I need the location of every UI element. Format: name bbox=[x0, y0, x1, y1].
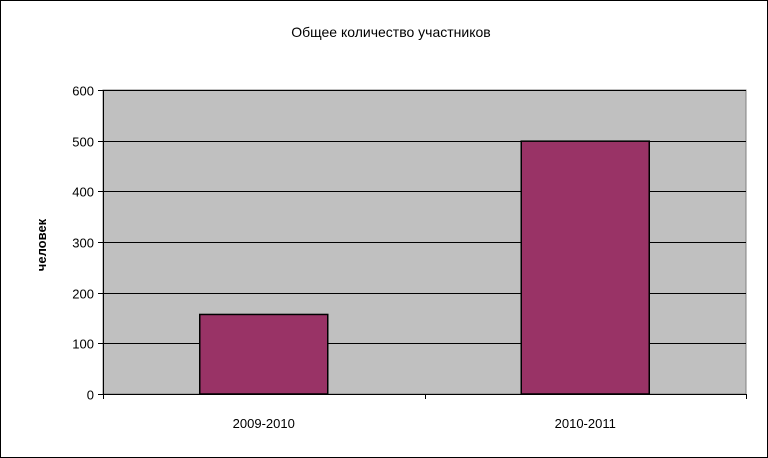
y-tick-label: 200 bbox=[72, 287, 94, 302]
x-tick-labels: 2009-2010 2010-2011 bbox=[233, 416, 616, 431]
y-tick-label: 400 bbox=[72, 185, 94, 200]
y-tick-labels: 0 100 200 300 400 500 600 bbox=[72, 84, 94, 403]
bars bbox=[199, 140, 650, 395]
y-tick-label: 100 bbox=[72, 337, 94, 352]
y-tick-label: 300 bbox=[72, 236, 94, 251]
x-tick-label: 2009-2010 bbox=[233, 416, 295, 431]
bar-2009-2010 bbox=[199, 313, 329, 395]
bar-2010-2011 bbox=[520, 140, 650, 395]
chart-title: Общее количество участников bbox=[291, 24, 490, 40]
y-tick-label: 0 bbox=[87, 388, 94, 403]
y-tick-label: 600 bbox=[72, 84, 94, 99]
x-tick-label: 2010-2011 bbox=[555, 416, 616, 431]
axes bbox=[103, 90, 747, 399]
y-axis-label: человек bbox=[34, 218, 49, 271]
y-tick-label: 500 bbox=[72, 135, 94, 150]
